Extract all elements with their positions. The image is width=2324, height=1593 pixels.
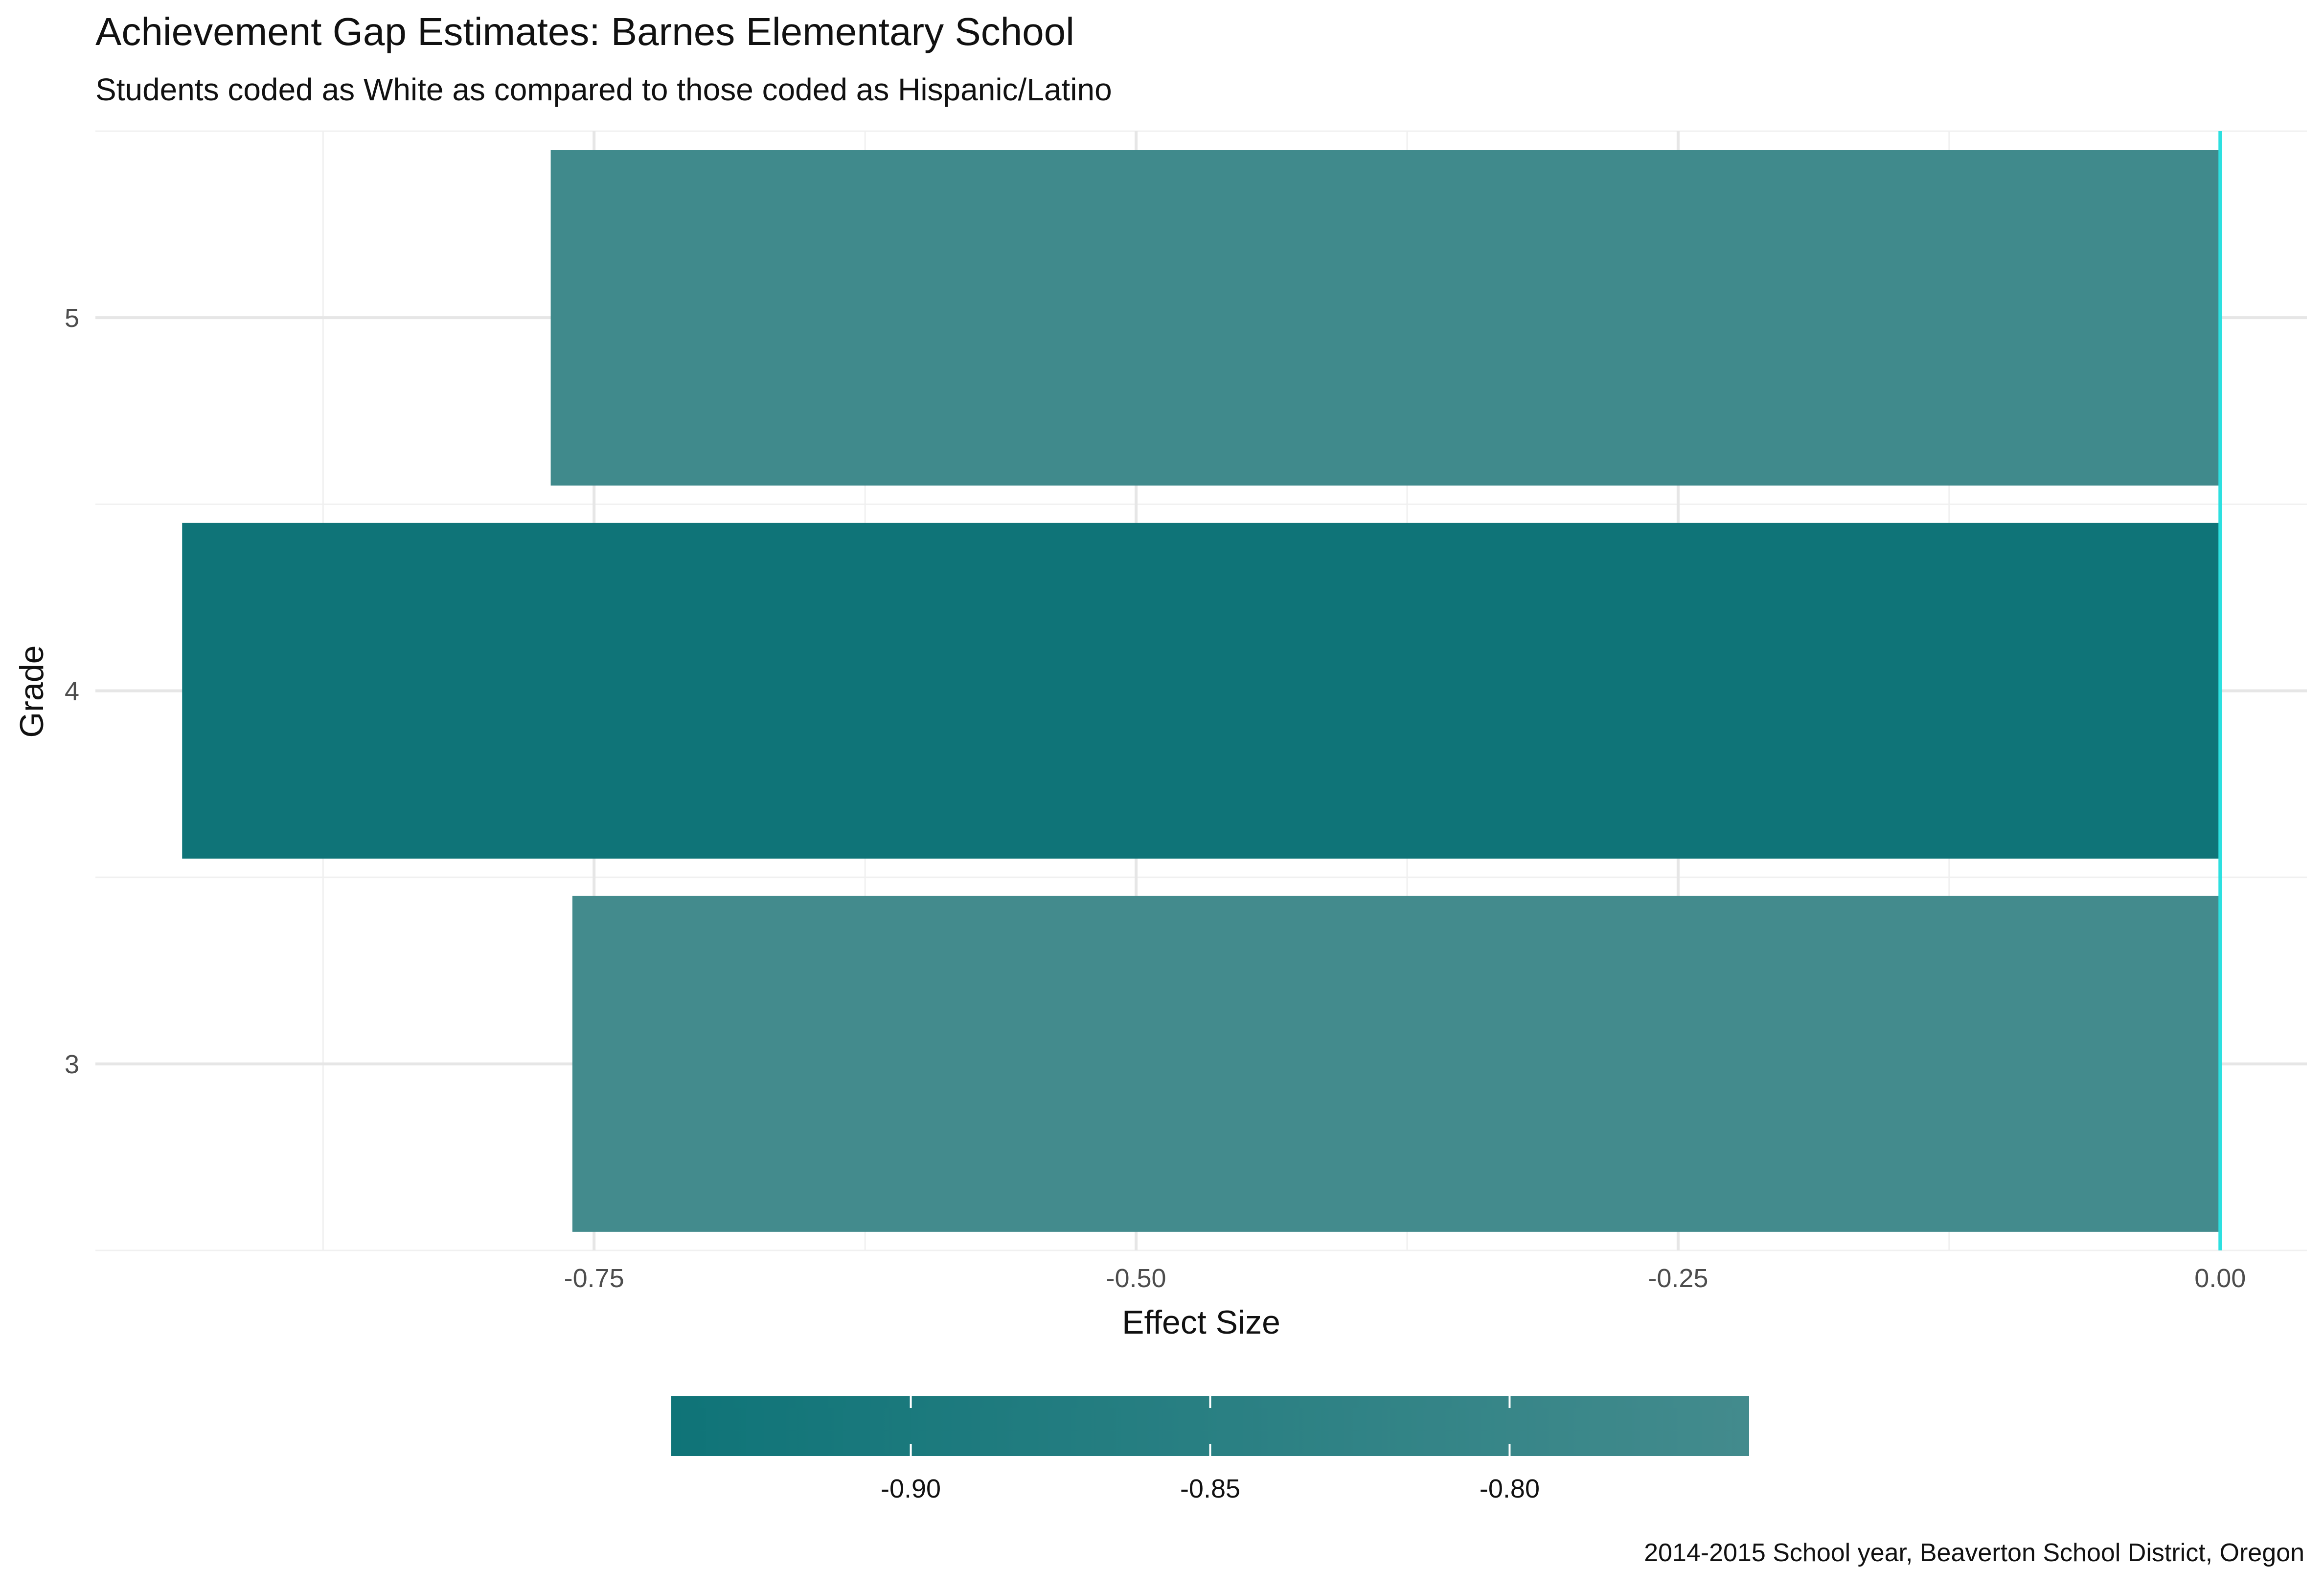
chart-subtitle: Students coded as White as compared to t… — [95, 72, 1112, 107]
x-tick-label: -0.50 — [1106, 1264, 1166, 1293]
bar-grade-4 — [182, 523, 2220, 859]
y-axis-title: Grade — [13, 646, 50, 738]
y-tick-label: 4 — [65, 677, 79, 706]
axis-layer: -0.75 -0.50 -0.25 0.00 3 4 5 — [65, 303, 2246, 1293]
y-tick-label: 3 — [65, 1050, 79, 1079]
chart-title: Achievement Gap Estimates: Barnes Elemen… — [95, 10, 1074, 53]
legend-tick-label: -0.85 — [1180, 1474, 1240, 1503]
x-tick-label: -0.25 — [1648, 1264, 1708, 1293]
y-tick-label: 5 — [65, 303, 79, 333]
bar-grade-5 — [550, 150, 2220, 486]
chart-caption: 2014-2015 School year, Beaverton School … — [1644, 1539, 2304, 1567]
color-legend: -0.90 -0.85 -0.80 — [671, 1396, 1749, 1503]
legend-tick-label: -0.80 — [1480, 1474, 1540, 1503]
bars-layer — [182, 150, 2220, 1232]
legend-tick-label: -0.90 — [881, 1474, 941, 1503]
x-tick-label: -0.75 — [564, 1264, 624, 1293]
x-axis-title: Effect Size — [1122, 1304, 1280, 1341]
x-tick-label: 0.00 — [2194, 1264, 2246, 1293]
bar-grade-3 — [572, 896, 2220, 1232]
